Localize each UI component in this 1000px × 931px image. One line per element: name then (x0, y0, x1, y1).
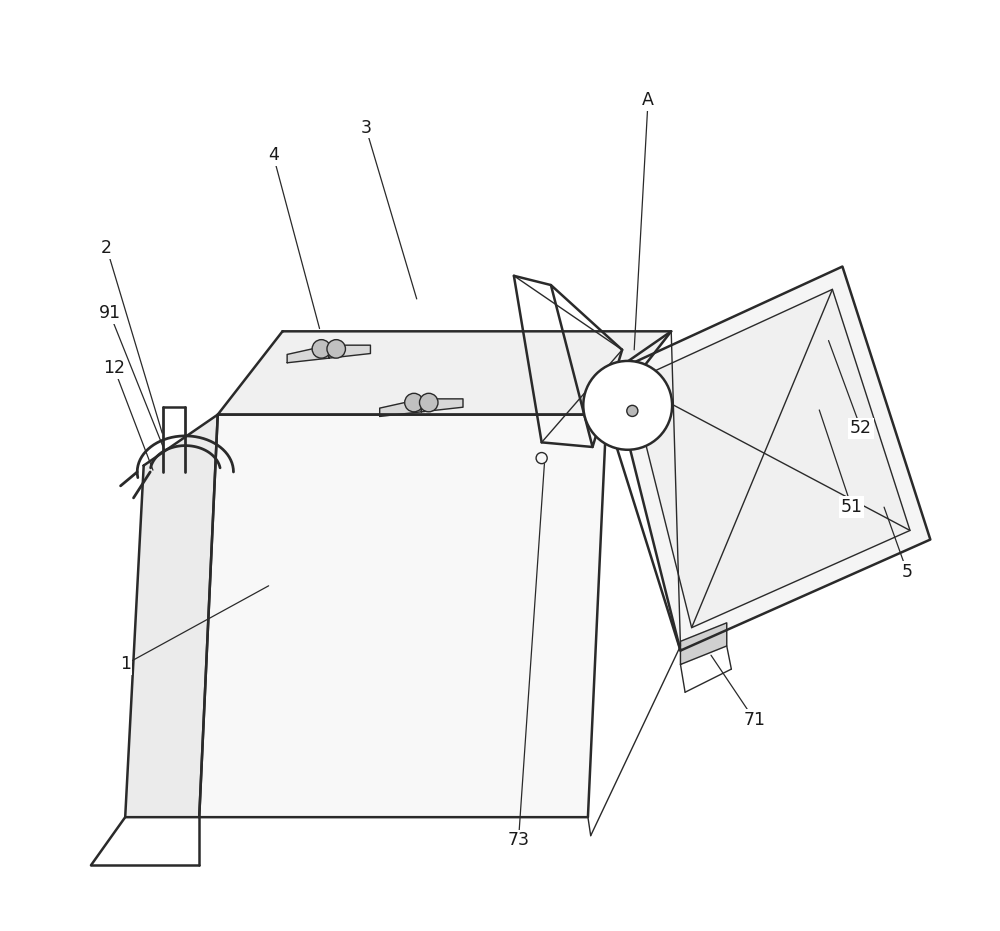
Polygon shape (199, 414, 606, 817)
Circle shape (583, 361, 672, 450)
Polygon shape (380, 398, 421, 416)
Circle shape (419, 393, 438, 412)
Polygon shape (421, 398, 463, 412)
Text: A: A (642, 91, 654, 109)
Polygon shape (630, 290, 910, 627)
Circle shape (405, 393, 423, 412)
Polygon shape (622, 403, 643, 418)
Polygon shape (125, 414, 218, 817)
Text: 73: 73 (508, 831, 530, 849)
Text: 3: 3 (360, 119, 371, 137)
Polygon shape (611, 266, 930, 651)
Polygon shape (287, 345, 329, 363)
Text: 91: 91 (98, 304, 121, 322)
Text: 71: 71 (743, 711, 765, 729)
Circle shape (312, 340, 331, 358)
Polygon shape (218, 331, 671, 414)
Text: 4: 4 (268, 146, 279, 165)
Text: 1: 1 (120, 655, 131, 673)
Text: 51: 51 (841, 498, 863, 516)
Text: 52: 52 (850, 420, 872, 438)
Polygon shape (680, 623, 727, 665)
Text: 5: 5 (902, 563, 913, 581)
Circle shape (327, 340, 345, 358)
Text: 12: 12 (103, 359, 125, 377)
Polygon shape (329, 345, 370, 358)
Text: 2: 2 (101, 239, 112, 257)
Circle shape (627, 405, 638, 416)
